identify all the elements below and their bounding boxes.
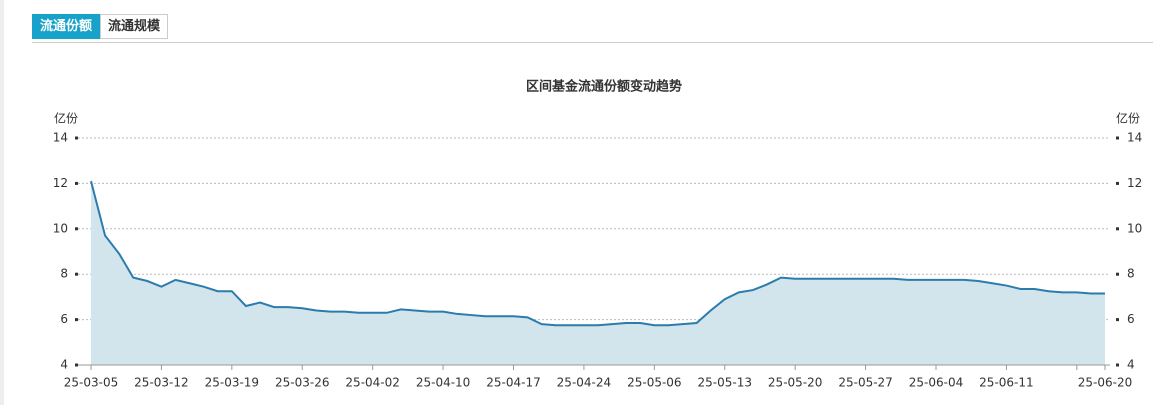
y-tick [75, 363, 78, 367]
tab-bar: 流通份额 流通规模 [32, 14, 169, 39]
y2-tick-label: 4 [1127, 358, 1135, 372]
y-tick [75, 318, 78, 322]
tab-underline [32, 42, 1153, 43]
y-tick-label: 8 [60, 267, 68, 281]
y2-tick [1116, 318, 1119, 322]
y2-tick-label: 8 [1127, 267, 1135, 281]
y2-axis-label: 亿份 [1116, 111, 1140, 126]
x-tick-label: 25-06-04 [909, 376, 963, 390]
y-tick [75, 227, 78, 231]
y-tick-label: 14 [53, 131, 68, 145]
y-tick [75, 181, 78, 185]
chart-title: 区间基金流通份额变动趋势 [526, 79, 682, 95]
x-tick-label: 25-03-05 [64, 376, 118, 390]
x-tick-label: 25-04-10 [416, 376, 470, 390]
x-tick-label: 25-05-13 [698, 376, 752, 390]
area [91, 181, 1105, 365]
x-tick-label: 25-03-26 [275, 376, 329, 390]
y2-tick-label: 6 [1127, 312, 1135, 326]
x-tick-label: 25-04-17 [486, 376, 540, 390]
y-tick [75, 136, 78, 140]
x-tick-label: 25-05-06 [627, 376, 681, 390]
y2-tick [1116, 363, 1119, 367]
x-tick-label: 25-04-24 [557, 376, 611, 390]
y2-tick-label: 12 [1127, 176, 1142, 190]
x-tick-label: 25-03-12 [134, 376, 188, 390]
x-tick-label: 25-05-27 [838, 376, 892, 390]
side-strip [0, 0, 4, 405]
x-tick-label: 25-05-20 [768, 376, 822, 390]
y-tick-label: 6 [60, 312, 68, 326]
y2-tick-label: 14 [1127, 131, 1142, 145]
line [90, 180, 1105, 327]
x-tick-label: 25-06-11 [979, 376, 1033, 390]
tab[interactable]: 流通份额 [32, 14, 101, 39]
y2-tick [1116, 227, 1119, 231]
x-tick-label: 25-03-19 [205, 376, 259, 390]
y-tick-label: 12 [53, 176, 68, 190]
y-tick-label: 10 [53, 221, 68, 235]
x-tick-label: 25-04-02 [345, 376, 399, 390]
y-tick [75, 272, 78, 276]
y2-tick [1116, 136, 1119, 140]
y2-tick [1116, 181, 1119, 185]
tab[interactable]: 流通规模 [100, 14, 169, 39]
y-axis-label: 亿份 [54, 111, 78, 126]
y2-tick-label: 10 [1127, 221, 1142, 235]
y-tick-label: 4 [60, 358, 68, 372]
y2-tick [1116, 272, 1119, 276]
x-tick-label: 25-06-20 [1078, 376, 1132, 390]
